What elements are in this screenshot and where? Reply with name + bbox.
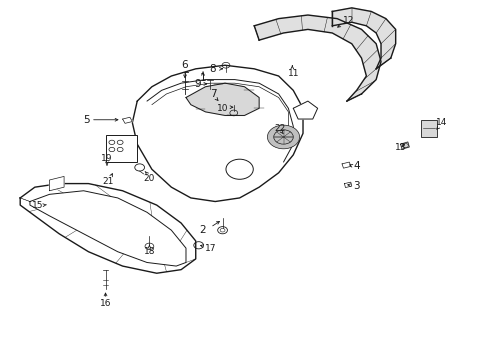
Text: 2: 2: [199, 225, 206, 235]
Text: 4: 4: [353, 161, 359, 171]
Text: 8: 8: [209, 64, 216, 74]
Polygon shape: [400, 142, 408, 149]
Polygon shape: [49, 176, 64, 191]
Text: 10: 10: [216, 104, 228, 113]
Text: 19: 19: [101, 154, 113, 163]
Text: 18: 18: [143, 247, 155, 256]
Text: 21: 21: [102, 177, 113, 186]
Text: 9: 9: [194, 79, 201, 89]
Text: 20: 20: [143, 174, 155, 183]
Polygon shape: [20, 184, 195, 273]
Text: 7: 7: [210, 89, 217, 99]
Text: 15: 15: [31, 201, 43, 210]
Text: 22: 22: [274, 123, 285, 132]
Polygon shape: [185, 83, 259, 116]
Text: 13: 13: [394, 143, 406, 152]
Circle shape: [267, 125, 299, 149]
FancyBboxPatch shape: [420, 120, 436, 137]
Circle shape: [225, 159, 253, 179]
FancyBboxPatch shape: [105, 135, 137, 162]
Text: 11: 11: [287, 69, 298, 78]
Polygon shape: [254, 15, 380, 101]
Text: 6: 6: [182, 60, 188, 70]
Text: 16: 16: [100, 299, 111, 308]
Text: 17: 17: [204, 244, 216, 253]
Polygon shape: [132, 65, 303, 202]
Text: 12: 12: [342, 16, 353, 25]
Polygon shape: [344, 182, 351, 188]
Polygon shape: [341, 162, 350, 168]
Text: 1: 1: [199, 73, 206, 83]
Polygon shape: [293, 101, 317, 119]
Text: 3: 3: [353, 181, 359, 191]
Text: 14: 14: [435, 118, 447, 127]
Polygon shape: [331, 8, 395, 69]
Text: 5: 5: [82, 115, 89, 125]
Polygon shape: [122, 117, 132, 123]
